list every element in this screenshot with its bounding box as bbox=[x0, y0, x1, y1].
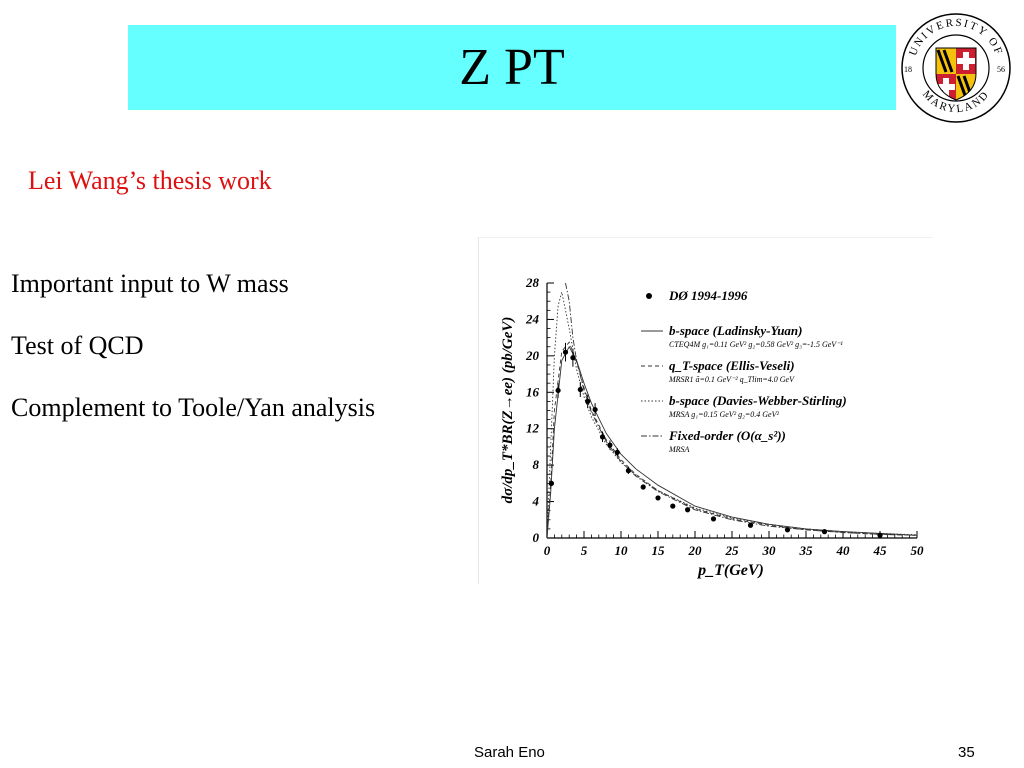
subtitle: Lei Wang’s thesis work bbox=[28, 166, 272, 195]
x-tick-label: 25 bbox=[725, 543, 740, 558]
x-tick-label: 10 bbox=[615, 543, 629, 558]
data-point bbox=[821, 529, 828, 535]
legend-label: b-space (Ladinsky-Yuan) bbox=[669, 323, 803, 338]
legend-detail: MRSR1 ã=0.1 GeV⁻² q_Tlim=4.0 GeV bbox=[668, 375, 795, 384]
data-point bbox=[747, 522, 754, 528]
data-point bbox=[685, 507, 691, 513]
y-tick-label: 20 bbox=[525, 348, 540, 363]
legend-label: Fixed-order (O(α_s²)) bbox=[668, 428, 786, 443]
y-tick-label: 28 bbox=[525, 275, 540, 290]
university-seal-logo: UNIVERSITY OF MARYLAND 18 56 bbox=[901, 13, 1011, 123]
slide-title: Z PT bbox=[459, 39, 565, 96]
y-tick-label: 0 bbox=[533, 530, 540, 545]
data-point bbox=[592, 406, 598, 413]
x-tick-label: 35 bbox=[799, 543, 814, 558]
x-tick-label: 0 bbox=[544, 543, 551, 558]
legend-label: b-space (Davies-Webber-Stirling) bbox=[669, 393, 847, 408]
x-tick-label: 50 bbox=[911, 543, 925, 558]
data-point bbox=[562, 349, 569, 355]
bullet-list: Important input to W mass Test of QCD Co… bbox=[11, 268, 391, 454]
data-point bbox=[548, 480, 555, 486]
legend-label: q_T-space (Ellis-Veseli) bbox=[669, 358, 795, 373]
series-line bbox=[565, 282, 917, 536]
data-point bbox=[784, 527, 791, 533]
x-tick-label: 5 bbox=[581, 543, 588, 558]
data-point bbox=[710, 516, 717, 522]
bullet-item: Test of QCD bbox=[11, 331, 144, 360]
page-number: 35 bbox=[958, 744, 975, 761]
y-axis-label: dσ/dp_T*BR(Z→ee) (pb/GeV) bbox=[500, 317, 516, 504]
data-point bbox=[670, 503, 676, 509]
data-point bbox=[640, 484, 646, 490]
legend-marker bbox=[646, 293, 652, 299]
data-point bbox=[555, 387, 561, 394]
data-point bbox=[614, 449, 620, 455]
data-point bbox=[607, 442, 613, 448]
data-point bbox=[625, 468, 631, 474]
legend-detail: CTEQ4M g₁=0.11 GeV² g₂=0.58 GeV² g₃=-1.5… bbox=[669, 340, 843, 349]
x-tick-label: 30 bbox=[762, 543, 777, 558]
data-point bbox=[585, 398, 591, 404]
legend-detail: MRSA bbox=[668, 445, 690, 454]
y-tick-label: 8 bbox=[533, 457, 540, 472]
footer-author: Sarah Eno bbox=[474, 744, 545, 761]
data-point bbox=[577, 386, 583, 393]
y-tick-label: 16 bbox=[526, 384, 540, 399]
zpt-chart: 0 5 10 15 20 25 30 35 40 45 50 0 4 8 12 16 20 24 28 p_T(GeV… bbox=[500, 275, 925, 579]
chart-container: 0 5 10 15 20 25 30 35 40 45 50 0 4 8 12 16 20 24 28 p_T(GeV… bbox=[478, 237, 933, 584]
x-axis-label: p_T(GeV) bbox=[696, 562, 764, 579]
x-tick-label: 15 bbox=[652, 543, 666, 558]
x-tick-label: 40 bbox=[836, 543, 851, 558]
data-point bbox=[877, 532, 883, 538]
title-bar: Z PT bbox=[128, 25, 896, 110]
bullet-item: Complement to Toole/Yan analysis bbox=[11, 393, 376, 422]
data-point bbox=[599, 434, 606, 440]
y-tick-label: 24 bbox=[525, 311, 540, 326]
y-tick-label: 12 bbox=[526, 421, 540, 436]
legend-label: DØ 1994-1996 bbox=[668, 288, 748, 303]
logo-year-right: 56 bbox=[997, 65, 1005, 74]
legend-detail: MRSA g₁=0.15 GeV² g₂=0.4 GeV² bbox=[668, 410, 779, 419]
data-point bbox=[570, 355, 576, 361]
y-tick-label: 4 bbox=[532, 494, 540, 509]
data-point bbox=[655, 495, 661, 501]
bullet-item: Important input to W mass bbox=[11, 269, 289, 298]
series-line bbox=[547, 291, 917, 538]
x-tick-label: 45 bbox=[873, 543, 888, 558]
x-tick-label: 20 bbox=[688, 543, 703, 558]
logo-year-left: 18 bbox=[904, 65, 912, 74]
